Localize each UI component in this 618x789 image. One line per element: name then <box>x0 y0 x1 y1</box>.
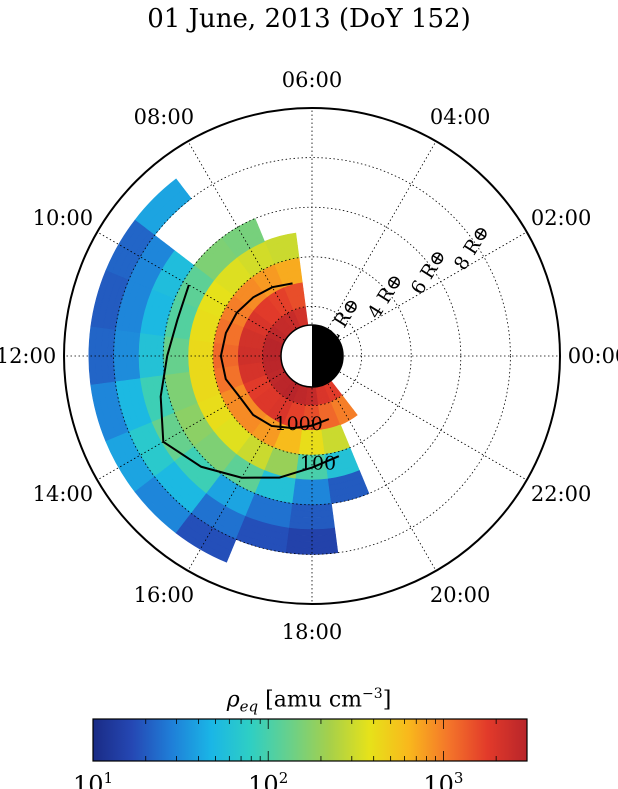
angular-label: 04:00 <box>430 105 491 129</box>
earth-night-side <box>312 325 343 387</box>
colorbar-tick-label: 102 <box>248 769 288 789</box>
colorbar-title: ρeq [amu cm−3] <box>226 686 392 716</box>
angular-label: 08:00 <box>134 105 195 129</box>
density-cell <box>337 409 358 426</box>
angular-label: 20:00 <box>430 583 491 607</box>
contour-100 <box>159 284 340 479</box>
angular-label: 02:00 <box>531 206 592 230</box>
angular-label: 10:00 <box>33 206 94 230</box>
density-map <box>88 178 370 563</box>
angular-label: 14:00 <box>33 482 94 506</box>
colorbar-bar <box>92 718 528 762</box>
angular-gridline <box>311 231 527 357</box>
radial-label: 6 R⊕ <box>407 246 451 299</box>
polar-grid <box>63 107 561 605</box>
colorbar-tick-label: 101 <box>73 769 113 789</box>
colorbar-tick-label: 103 <box>423 769 463 789</box>
angular-label: 22:00 <box>531 482 592 506</box>
angular-gridline <box>97 355 313 481</box>
density-cell <box>175 527 230 563</box>
angular-label: 12:00 <box>0 344 56 368</box>
radial-gridline <box>212 256 412 456</box>
contour-1000 <box>219 282 330 430</box>
angular-label: 00:00 <box>568 344 618 368</box>
angular-gridline <box>187 141 313 357</box>
angular-label: 16:00 <box>134 583 195 607</box>
radial-gridline <box>261 305 362 406</box>
density-cell <box>330 487 370 504</box>
density-cell <box>299 441 325 450</box>
outer-circle <box>63 107 561 605</box>
colorbar: 101 102 103 <box>73 718 528 789</box>
angular-gridline <box>97 231 313 357</box>
angular-gridline <box>187 355 313 571</box>
angular-gridline <box>311 141 437 357</box>
contour-label-1000: 1000 <box>275 413 323 435</box>
earth-symbol <box>280 324 344 388</box>
chart-title: 01 June, 2013 (DoY 152) <box>147 4 471 34</box>
radial-label: 8 R⊕ <box>450 222 494 275</box>
radial-gridline <box>113 157 511 555</box>
contour-lines: 1000 100 <box>159 282 340 479</box>
angular-gridline <box>311 355 437 571</box>
contour-label-100: 100 <box>300 453 336 475</box>
angular-label: 06:00 <box>282 68 343 92</box>
radial-label: 4 R⊕ <box>363 270 407 323</box>
angular-label: 18:00 <box>282 620 343 644</box>
angular-gridline <box>311 355 527 481</box>
